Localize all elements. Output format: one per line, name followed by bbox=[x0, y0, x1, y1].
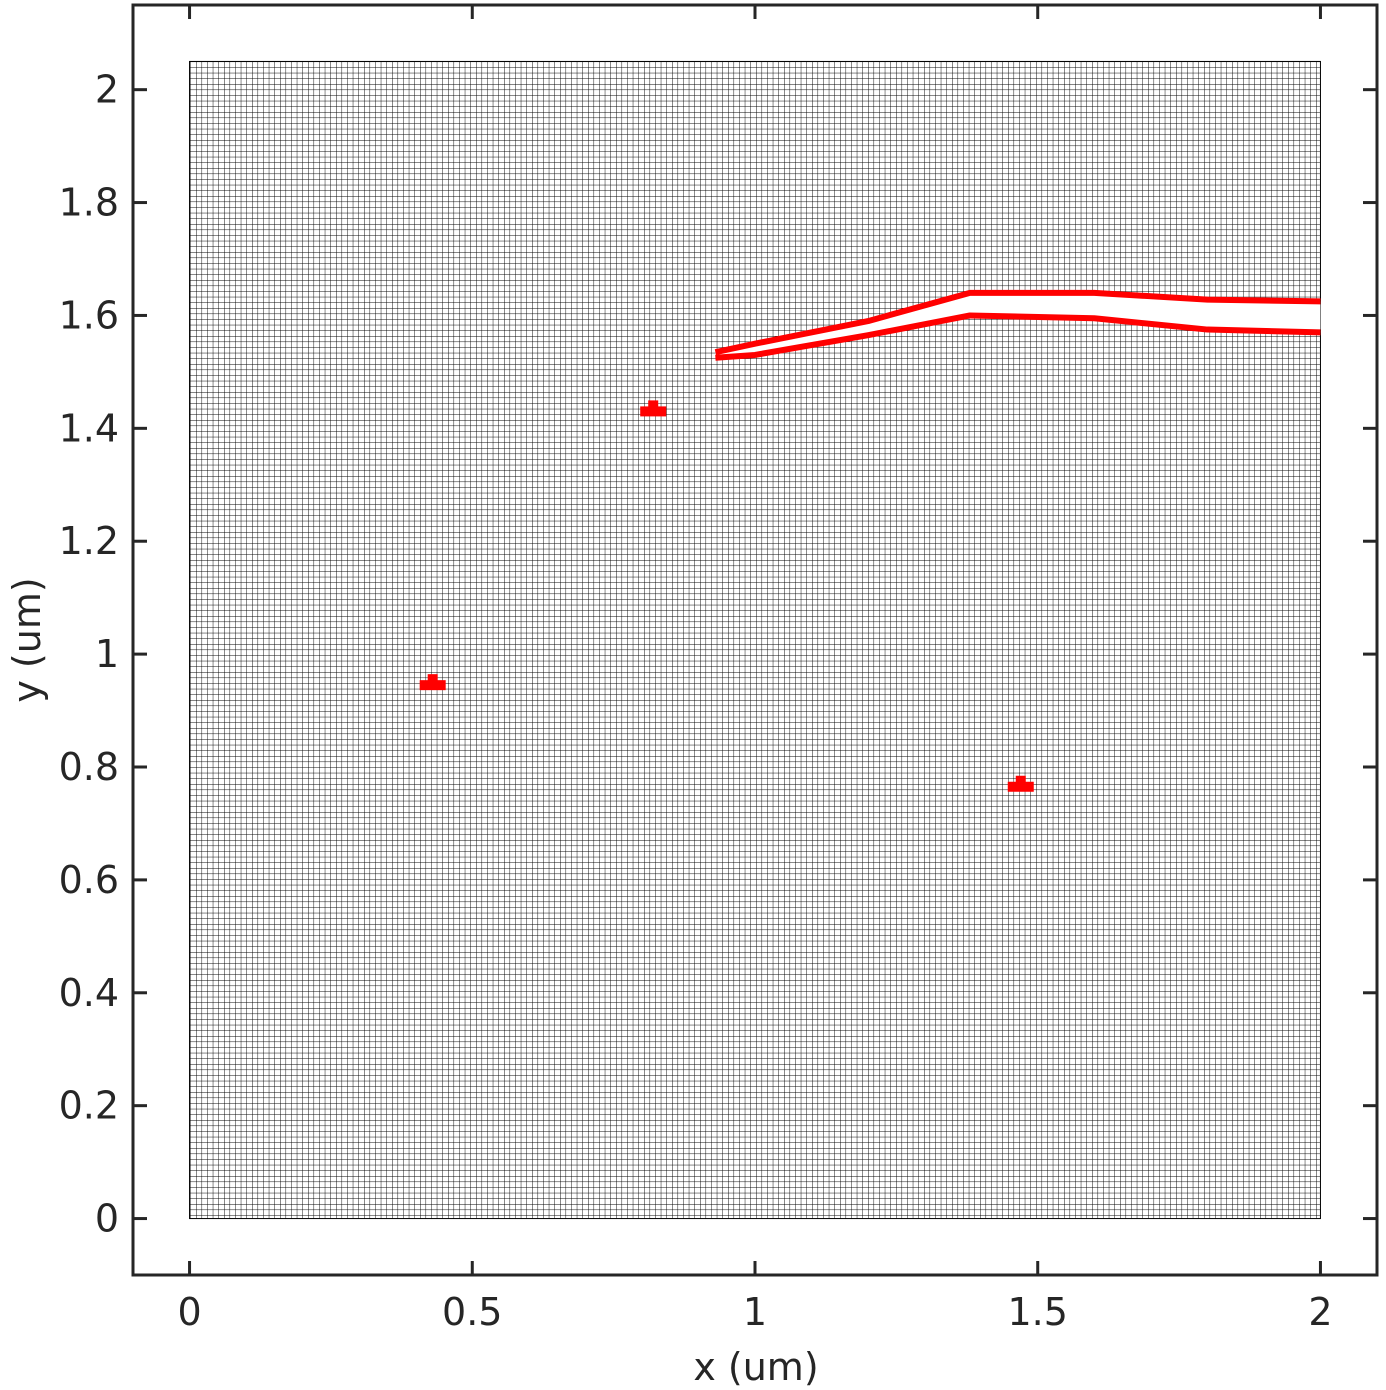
axes: 0 0.5 1 1.5 2 0 0.2 0.4 0.6 0.8 1 1.2 1.4 1.6 1.8 2 bbox=[59, 3, 1379, 1334]
y-axis-label: y (um) bbox=[5, 577, 49, 702]
y-tick-label: 1.2 bbox=[59, 519, 119, 563]
crack-upper-edge bbox=[714, 289, 1321, 356]
damage-spot-2-cap bbox=[427, 674, 438, 683]
y-tick-label: 1.4 bbox=[59, 406, 119, 450]
damage-spot-1-cap bbox=[648, 400, 659, 409]
x-tick-label: 0.5 bbox=[442, 1290, 502, 1334]
x-axis-label: x (um) bbox=[693, 1345, 818, 1389]
mesh-region bbox=[189, 60, 1321, 1220]
y-tick-label: 1.8 bbox=[59, 181, 119, 225]
y-tick-label: 1.6 bbox=[59, 293, 119, 337]
crack-opening bbox=[715, 292, 1321, 358]
plot-area bbox=[189, 60, 1321, 1220]
x-tick-label: 0 bbox=[177, 1290, 201, 1334]
damage-spot-3 bbox=[1007, 781, 1034, 792]
y-tick-label: 0 bbox=[95, 1197, 119, 1241]
y-tick-label: 0.6 bbox=[59, 858, 119, 902]
y-tick-label: 0.4 bbox=[59, 971, 119, 1015]
damage-spot-3-cap bbox=[1015, 775, 1026, 784]
y-tick-label: 0.8 bbox=[59, 745, 119, 789]
y-tick-label: 1 bbox=[95, 632, 119, 676]
y-tick-label: 0.2 bbox=[59, 1084, 119, 1128]
x-tick-label: 1 bbox=[743, 1290, 767, 1334]
x-tick-label: 2 bbox=[1308, 1290, 1332, 1334]
damage-spot-2 bbox=[419, 680, 446, 691]
damage-spot-1 bbox=[640, 406, 667, 417]
crack-lower-edge bbox=[715, 312, 1321, 361]
x-tick-label: 1.5 bbox=[1008, 1290, 1068, 1334]
y-tick-label: 2 bbox=[95, 68, 119, 112]
